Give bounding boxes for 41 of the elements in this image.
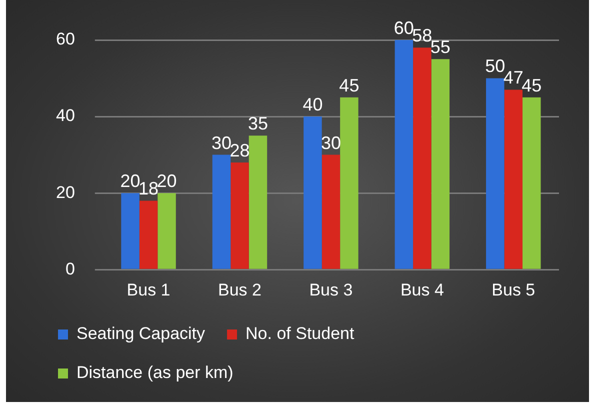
legend-label: Seating Capacity xyxy=(76,324,206,344)
data-label: 45 xyxy=(339,75,360,96)
y-tick-label: 0 xyxy=(65,259,75,278)
data-label: 18 xyxy=(138,178,159,199)
data-label: 20 xyxy=(156,171,177,192)
data-label: 45 xyxy=(522,75,542,96)
data-label: 47 xyxy=(503,68,524,88)
data-label: 30 xyxy=(211,132,232,153)
bar xyxy=(340,97,358,269)
bar xyxy=(431,59,450,269)
y-tick-label: 20 xyxy=(56,182,75,202)
x-tick-label: Bus 4 xyxy=(400,280,444,300)
bar xyxy=(413,48,432,269)
data-label: 60 xyxy=(394,18,414,38)
data-label: 50 xyxy=(485,56,506,76)
bar xyxy=(212,154,231,269)
bar xyxy=(230,162,249,269)
data-label: 28 xyxy=(230,140,250,160)
bar xyxy=(522,97,541,269)
bar xyxy=(121,193,140,269)
y-tick-label: 60 xyxy=(56,30,75,49)
bar xyxy=(486,78,504,269)
data-label: 40 xyxy=(302,94,323,114)
bar xyxy=(322,154,340,269)
data-label: 55 xyxy=(430,37,450,58)
bar xyxy=(504,90,523,269)
x-tick-label: Bus 2 xyxy=(218,280,262,300)
bar xyxy=(304,116,322,269)
x-tick-label: Bus 1 xyxy=(126,280,170,300)
data-label: 35 xyxy=(248,114,268,134)
data-label: 58 xyxy=(412,26,432,46)
x-tick-label: Bus 5 xyxy=(492,280,536,300)
bar xyxy=(248,136,268,269)
bar xyxy=(394,40,414,269)
legend-label: No. of Student xyxy=(246,324,354,344)
legend-label: Distance (as per km) xyxy=(76,363,234,382)
bar xyxy=(158,193,176,269)
y-tick-label: 40 xyxy=(56,106,75,126)
x-tick-label: Bus 3 xyxy=(309,280,353,300)
bar xyxy=(139,200,158,269)
data-label: 20 xyxy=(120,171,140,192)
